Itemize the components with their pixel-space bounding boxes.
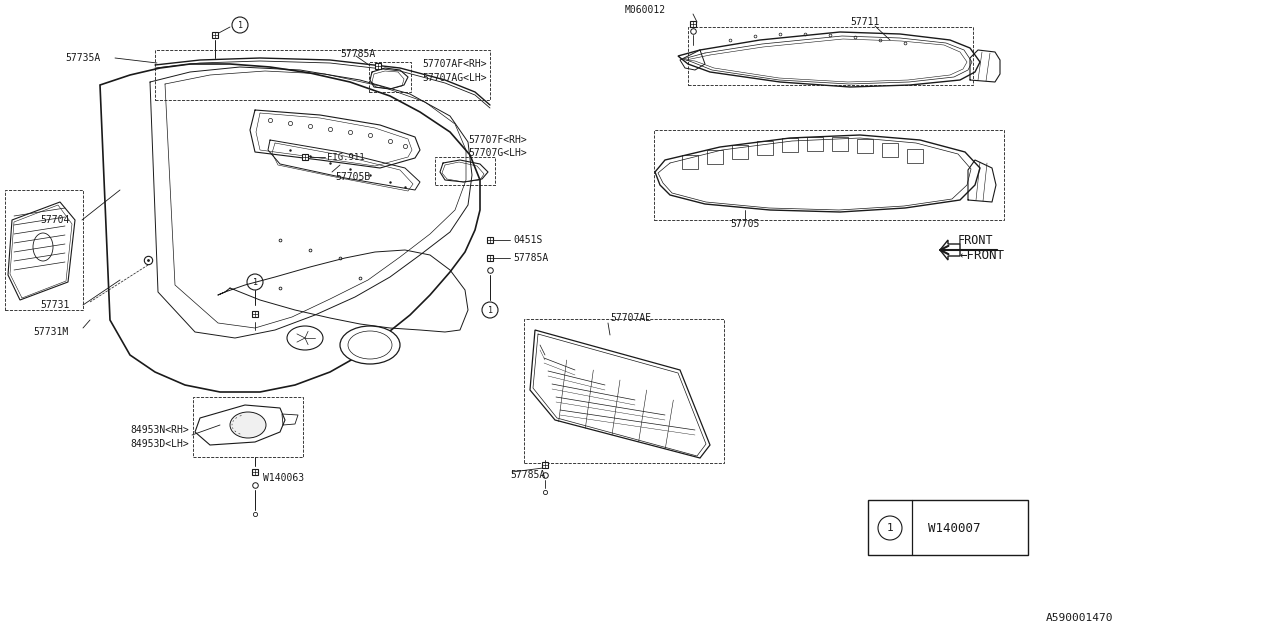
Text: M060012: M060012 [625, 5, 666, 15]
Polygon shape [530, 330, 710, 458]
Text: FIG.911: FIG.911 [326, 152, 365, 161]
Ellipse shape [230, 412, 266, 438]
Text: A590001470: A590001470 [1046, 613, 1114, 623]
Polygon shape [100, 64, 480, 392]
Ellipse shape [33, 233, 52, 261]
Text: 57705B: 57705B [335, 172, 370, 182]
Bar [435, 157, 495, 185]
Bar [756, 141, 773, 155]
Bar [882, 143, 899, 157]
Text: W140063: W140063 [262, 473, 305, 483]
Text: ←FRONT: ←FRONT [960, 248, 1005, 262]
Text: 57707AF<RH>: 57707AF<RH> [422, 59, 486, 69]
Text: 57731: 57731 [40, 300, 69, 310]
Text: 57711: 57711 [850, 17, 879, 27]
Text: 57785A: 57785A [509, 470, 545, 480]
Text: 1: 1 [488, 305, 493, 314]
Text: 1: 1 [238, 20, 242, 29]
Bar [524, 319, 724, 463]
Polygon shape [195, 405, 285, 445]
Bar [868, 500, 1028, 555]
Bar [707, 150, 723, 164]
Text: 57735A: 57735A [65, 53, 100, 63]
Bar [193, 397, 303, 457]
Text: 1: 1 [887, 523, 893, 533]
Bar [689, 27, 973, 85]
Text: FRONT: FRONT [957, 234, 993, 246]
Bar [858, 139, 873, 153]
Polygon shape [940, 240, 960, 260]
Bar [908, 149, 923, 163]
Bar [5, 190, 83, 310]
Text: 57731M: 57731M [33, 327, 68, 337]
Text: 57707G<LH>: 57707G<LH> [468, 148, 527, 158]
Bar [369, 62, 411, 92]
Text: 57785A: 57785A [513, 253, 548, 263]
Text: 57707AG<LH>: 57707AG<LH> [422, 73, 486, 83]
Bar [654, 130, 1004, 220]
Text: 84953N<RH>: 84953N<RH> [131, 425, 188, 435]
Text: 1: 1 [252, 278, 257, 287]
Text: 84953D<LH>: 84953D<LH> [131, 439, 188, 449]
Polygon shape [655, 135, 980, 212]
Bar [732, 145, 748, 159]
Text: 57785A: 57785A [340, 49, 375, 59]
Bar [682, 155, 698, 169]
Polygon shape [8, 202, 76, 300]
Bar [832, 137, 849, 151]
Text: 57707AE: 57707AE [611, 313, 652, 323]
Ellipse shape [340, 326, 401, 364]
Ellipse shape [287, 326, 323, 350]
Bar [155, 50, 490, 100]
Text: W140007: W140007 [928, 522, 980, 534]
Text: 0451S: 0451S [513, 235, 543, 245]
Text: 57707F<RH>: 57707F<RH> [468, 135, 527, 145]
Polygon shape [678, 32, 980, 87]
Text: 57704: 57704 [40, 215, 69, 225]
Bar [782, 138, 797, 152]
Text: 57705: 57705 [730, 219, 759, 229]
Bar [806, 137, 823, 151]
